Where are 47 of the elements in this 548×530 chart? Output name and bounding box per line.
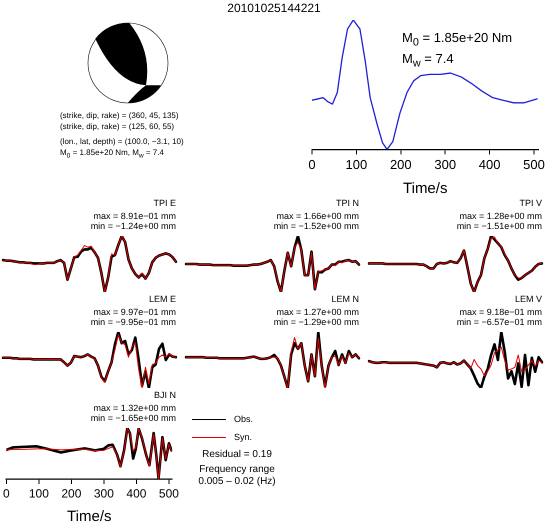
chart-title: TPI E [152,198,176,208]
x-tick-label: 100 [346,156,368,172]
text: (strike, dip, rake) = (125, 60, 55) [60,121,176,132]
text: (lon., lat, depth) = (100.0, −3.1, 10) [60,136,184,147]
text: max = 8.91e−01 mm [92,211,176,221]
chart-title: BJI N [152,390,176,400]
text: min = −1.52e+00 mm [274,221,359,231]
text: max = 9.97e−01 mm [92,307,176,317]
annotation: M$_{w}$ = 7.4 [402,50,455,72]
chart-title: LEM V [514,294,542,304]
legend-label: Obs. [234,414,254,424]
text: min = −1.51e+00 mm [456,221,542,231]
text: max = 1.32e+00 mm [92,403,176,413]
annotation: M$_{0}$ = 1.85e+20 Nm [402,30,512,51]
x-tick-label: 200 [390,156,412,172]
text: min = −9.95e−01 mm [90,317,176,327]
x-axis-title: Time/s [402,180,448,198]
x-tick-label: 400 [126,486,147,501]
x-tick-label: 500 [158,486,180,501]
text: Residual = 0.19 [201,449,273,461]
text: M$_{0}$ = 1.85e+20 Nm, M$_{w}$ = 7.4 [60,147,165,162]
text: 0.005 – 0.02 (Hz) [197,476,277,488]
text: min = −1.24e+00 mm [90,221,176,231]
x-tick-label: 500 [523,156,545,172]
text: max = 9.18e−01 mm [458,307,542,317]
x-axis-title: Time/s [67,508,112,526]
text: max = 1.27e+00 mm [275,307,359,317]
x-tick-label: 100 [28,486,50,501]
text: max = 1.66e+00 mm [275,211,359,221]
text: min = −1.29e+00 mm [274,317,359,327]
text: min = −6.57e−01 mm [456,317,542,327]
chart-title: TPI N [334,198,359,208]
text: Frequency range [198,464,276,476]
legend-label: Syn. [234,432,252,442]
x-tick-label: 400 [478,156,500,172]
text: 20101025144221 [226,1,322,15]
text: min = −1.65e+00 mm [90,413,176,423]
x-tick-label: 200 [61,486,82,501]
x-tick-label: 0 [2,486,10,501]
x-tick-label: 300 [94,486,114,501]
chart-title: TPI V [518,198,542,208]
text: (strike, dip, rake) = (360, 45, 135) [60,110,180,121]
chart-title: LEM E [148,294,176,304]
text: max = 1.28e+00 mm [458,211,542,221]
x-tick-label: 0 [308,156,316,172]
x-tick-label: 300 [434,156,456,172]
chart-title: LEM N [330,294,359,304]
